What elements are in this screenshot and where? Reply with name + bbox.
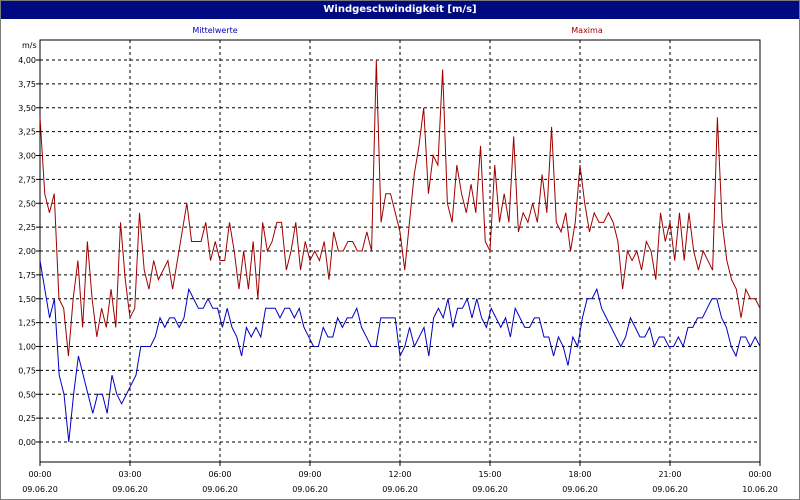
- x-tick-time: 06:00: [208, 470, 231, 479]
- y-tick-label: 0,50: [18, 390, 36, 399]
- x-tick-time: 03:00: [118, 470, 141, 479]
- series-lines: [39, 59, 761, 443]
- series-line-mittelwerte: [39, 260, 761, 443]
- y-tick-label: 1,00: [18, 343, 36, 352]
- series-line-maxima: [39, 59, 761, 357]
- y-tick-label: 0,00: [18, 438, 36, 447]
- y-axis-label: m/s: [22, 41, 37, 50]
- x-tick-date: 09.06.20: [112, 485, 148, 494]
- x-tick-time: 12:00: [388, 470, 411, 479]
- y-tick-label: 3,00: [18, 152, 36, 161]
- y-tick-label: 4,00: [18, 56, 36, 65]
- y-tick-label: 2,75: [18, 175, 36, 184]
- y-tick-label: 3,75: [18, 80, 36, 89]
- x-tick-date: 10.06.20: [742, 485, 778, 494]
- x-tick-date: 09.06.20: [22, 485, 58, 494]
- x-tick-time: 21:00: [658, 470, 681, 479]
- y-tick-label: 1,75: [18, 271, 36, 280]
- y-tick-label: 0,25: [18, 414, 36, 423]
- x-tick-time: 15:00: [478, 470, 501, 479]
- y-tick-label: 1,50: [18, 295, 36, 304]
- x-tick-date: 09.06.20: [652, 485, 688, 494]
- y-tick-label: 0,75: [18, 366, 36, 375]
- y-tick-label: 2,00: [18, 247, 36, 256]
- x-tick-date: 09.06.20: [562, 485, 598, 494]
- grid: [40, 40, 760, 462]
- x-tick-time: 00:00: [748, 470, 771, 479]
- x-tick-date: 09.06.20: [382, 485, 418, 494]
- y-tick-label: 3,50: [18, 104, 36, 113]
- y-tick-label: 2,25: [18, 223, 36, 232]
- y-tick-label: 2,50: [18, 199, 36, 208]
- y-axis-ticks: 0,00 0,25 0,50 0,75 1,00 1,25 1,50 1,75 2,00 2,25…: [18, 56, 40, 447]
- x-axis-ticks: 00:00 09.06.20 03:00 09.06.20 06:00 09.06.20 0…: [22, 462, 778, 494]
- x-tick-time: 18:00: [568, 470, 591, 479]
- legend-mittelwerte: Mittelwerte: [192, 26, 237, 35]
- window-title: Windgeschwindigkeit [m/s]: [1, 1, 799, 19]
- x-tick-date: 09.06.20: [202, 485, 238, 494]
- y-tick-label: 1,25: [18, 319, 36, 328]
- legend-maxima: Maxima: [571, 26, 603, 35]
- x-tick-time: 00:00: [28, 470, 51, 479]
- x-tick-date: 09.06.20: [292, 485, 328, 494]
- x-tick-time: 09:00: [298, 470, 321, 479]
- x-tick-date: 09.06.20: [472, 485, 508, 494]
- y-tick-label: 3,25: [18, 128, 36, 137]
